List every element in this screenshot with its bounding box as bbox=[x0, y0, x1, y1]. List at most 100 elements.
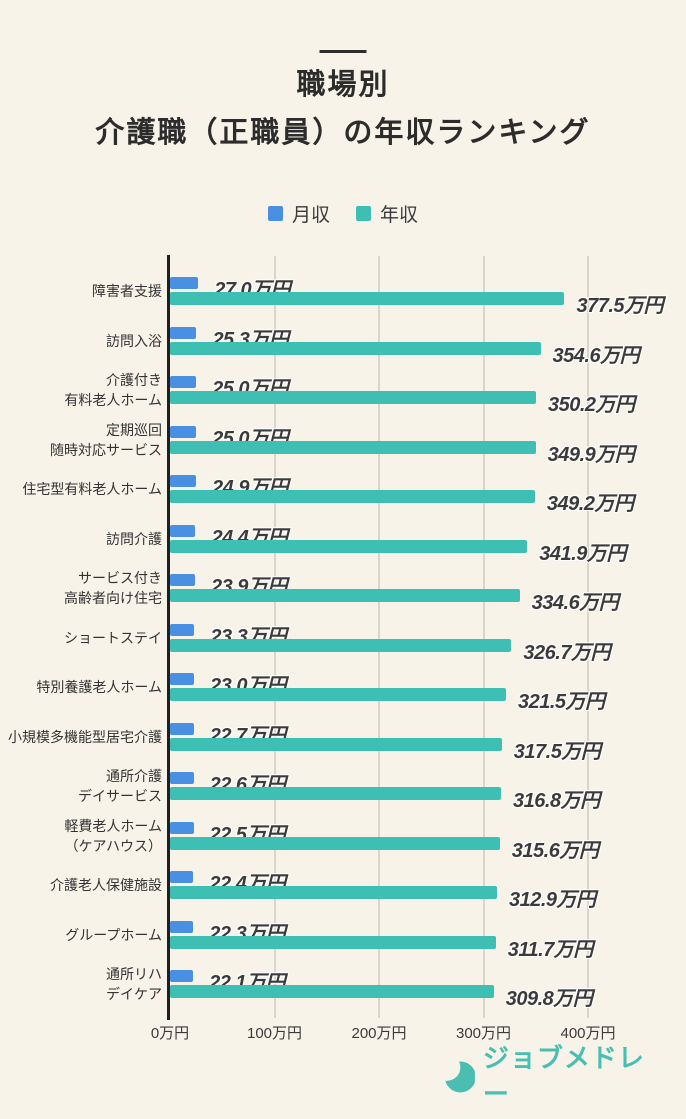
category-label-line: 住宅型有料老人ホーム bbox=[22, 481, 162, 497]
category-label-line: 軽費老人ホーム bbox=[64, 817, 162, 834]
monthly-bar bbox=[170, 376, 197, 388]
gridline bbox=[587, 256, 589, 1018]
monthly-bar bbox=[170, 920, 194, 933]
annual-bar bbox=[170, 440, 536, 454]
annual-legend-label: 年収 bbox=[380, 205, 419, 226]
category-label-line: 介護老人保健施設 bbox=[50, 877, 162, 893]
annual-bar bbox=[170, 935, 496, 949]
category-label: 訪問介護 bbox=[0, 529, 162, 549]
title-line-2: 介護職（正職員）の年収ランキング bbox=[95, 117, 591, 149]
annual-value-label: 334.6万円 bbox=[531, 592, 619, 614]
annual-value-label: 317.5万円 bbox=[513, 740, 601, 763]
chart-row: ショートステイ 23.3万円 326.7万円 bbox=[0, 623, 686, 664]
annual-bar bbox=[170, 490, 535, 503]
monthly-bar bbox=[170, 574, 195, 586]
category-label-line: デイサービス bbox=[78, 788, 162, 804]
category-label: グループホーム bbox=[0, 925, 162, 945]
chart-row: 軽費老人ホーム （ケアハウス） 22.5万円 315.6万円 bbox=[0, 818, 686, 862]
chart-row: 介護付き 有料老人ホーム 25.0万円 350.2万円 bbox=[0, 372, 686, 416]
annual-value-label: 315.6万円 bbox=[511, 839, 599, 862]
x-axis-label: 300万円 bbox=[455, 1025, 512, 1042]
title-line-1: 職場別 bbox=[296, 69, 390, 101]
category-label: 介護老人保健施設 bbox=[0, 875, 162, 895]
crescent-moon-icon bbox=[444, 1061, 475, 1093]
chart-row: 通所リハ デイケア 22.1万円 309.8万円 bbox=[0, 966, 686, 1010]
monthly-bar bbox=[170, 326, 197, 339]
x-axis-label: 100万円 bbox=[246, 1025, 303, 1042]
annual-bar bbox=[170, 836, 500, 850]
chart-row: 住宅型有料老人ホーム 24.9万円 349.2万円 bbox=[0, 475, 686, 515]
category-label: サービス付き高齢者向け住宅 bbox=[0, 568, 162, 608]
category-label-line: デイケア bbox=[106, 986, 162, 1002]
category-label-line: 介護付き bbox=[106, 372, 162, 388]
chart-row: 特別養護老人ホーム 23.0万円 321.5万円 bbox=[0, 673, 686, 713]
legend-item-monthly: 月収 bbox=[267, 200, 330, 227]
category-label-line: 小規模多機能型居宅介護 bbox=[8, 728, 162, 745]
category-label: 障害者支援 bbox=[0, 281, 162, 301]
monthly-bar bbox=[170, 722, 194, 735]
category-label: ショートステイ bbox=[0, 628, 162, 648]
chart-row: 訪問介護 24.4万円 341.9万円 bbox=[0, 524, 686, 565]
annual-value-label: 326.7万円 bbox=[523, 641, 610, 664]
monthly-bar bbox=[170, 425, 197, 438]
annual-value-label: 349.2万円 bbox=[546, 493, 634, 515]
annual-bar bbox=[170, 638, 512, 652]
legend-item-annual: 年収 bbox=[356, 200, 418, 227]
monthly-bar bbox=[170, 277, 199, 289]
chart-row: 通所介護 デイサービス 22.6万円 316.8万円 bbox=[0, 768, 686, 812]
category-label: 定期巡回随時対応サービス bbox=[0, 420, 162, 460]
monthly-bar bbox=[170, 772, 194, 784]
category-label-line: サービス付き bbox=[78, 570, 162, 586]
gridline bbox=[482, 256, 485, 1018]
monthly-bar bbox=[170, 475, 197, 487]
annual-bar bbox=[170, 292, 565, 305]
annual-value-label: 312.9万円 bbox=[508, 889, 596, 911]
monthly-bar bbox=[170, 524, 196, 537]
category-label-line: 定期巡回 bbox=[106, 421, 162, 438]
annual-bar bbox=[170, 341, 541, 355]
title-accent-line bbox=[319, 50, 367, 53]
category-label-line: 有料老人ホーム bbox=[64, 392, 162, 408]
chart-row: グループホーム 22.3万円 311.7万円 bbox=[0, 920, 686, 961]
annual-bar bbox=[170, 391, 536, 404]
category-label: 訪問入浴 bbox=[0, 331, 162, 351]
annual-bar bbox=[170, 787, 502, 800]
brand-name: ジョブメドレー bbox=[482, 1043, 645, 1109]
category-label: 特別養護老人ホーム bbox=[0, 677, 162, 697]
annual-value-label: 350.2万円 bbox=[547, 394, 635, 416]
category-label-line: 高齢者向け住宅 bbox=[64, 590, 162, 606]
category-label: 通所介護デイサービス bbox=[0, 766, 162, 806]
annual-legend-swatch-icon bbox=[356, 206, 371, 221]
monthly-bar bbox=[170, 623, 195, 636]
chart-legend: 月収 年収 bbox=[0, 200, 686, 227]
monthly-bar bbox=[170, 871, 194, 883]
annual-bar bbox=[170, 985, 494, 998]
annual-value-label: 349.9万円 bbox=[547, 443, 635, 466]
chart-row: 小規模多機能型居宅介護 22.7万円 317.5万円 bbox=[0, 722, 686, 763]
annual-value-label: 311.7万円 bbox=[507, 938, 594, 961]
annual-bar bbox=[170, 886, 497, 899]
category-label-line: （ケアハウス） bbox=[64, 837, 162, 854]
x-axis-label: 400万円 bbox=[560, 1025, 616, 1042]
annual-value-label: 377.5万円 bbox=[576, 295, 664, 317]
annual-value-label: 309.8万円 bbox=[505, 988, 593, 1010]
chart-row: 訪問入浴 25.3万円 354.6万円 bbox=[0, 326, 686, 367]
category-label-line: 随時対応サービス bbox=[50, 441, 162, 458]
chart-row: サービス付き 高齢者向け住宅 23.9万円 334.6万円 bbox=[0, 570, 686, 614]
category-label-line: 訪問入浴 bbox=[106, 332, 162, 349]
category-label-line: グループホーム bbox=[65, 926, 162, 943]
monthly-bar bbox=[170, 821, 194, 834]
annual-value-label: 341.9万円 bbox=[539, 542, 626, 565]
gridline bbox=[378, 256, 380, 1018]
category-label: 小規模多機能型居宅介護 bbox=[0, 727, 162, 747]
category-label: 軽費老人ホーム （ケアハウス） bbox=[0, 816, 162, 856]
annual-value-label: 354.6万円 bbox=[552, 344, 640, 367]
monthly-legend-swatch-icon bbox=[267, 206, 283, 221]
monthly-bar bbox=[170, 673, 195, 685]
category-label-line: 通所リハ bbox=[106, 966, 162, 982]
x-axis-label: 200万円 bbox=[351, 1025, 407, 1042]
category-label-line: 通所介護 bbox=[106, 768, 162, 784]
x-axis-label: 0万円 bbox=[150, 1025, 190, 1042]
annual-bar bbox=[170, 539, 528, 553]
